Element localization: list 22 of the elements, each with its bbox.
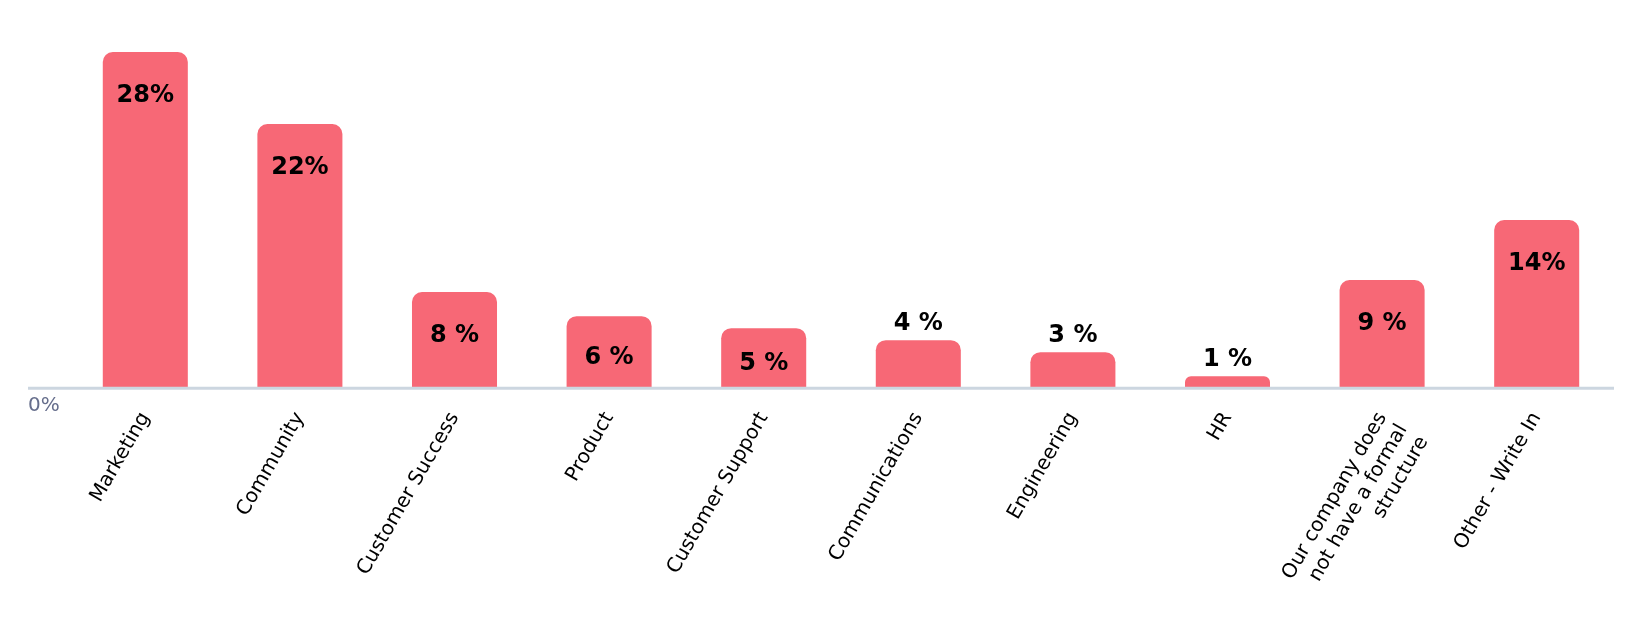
text: 0% (28, 392, 60, 417)
bar (411, 292, 498, 389)
data-label: 4 % (893, 308, 943, 337)
x-tick-label: HR (1201, 407, 1237, 445)
bar (257, 124, 343, 389)
data-label: 5 % (739, 348, 789, 377)
bar (102, 52, 188, 389)
bar (875, 340, 961, 389)
bar (566, 316, 652, 389)
bar (1030, 352, 1116, 389)
bar (1339, 280, 1425, 389)
data-label: 14% (1507, 248, 1566, 277)
data-label: 3 % (1048, 320, 1098, 349)
data-label: 8 % (429, 320, 480, 349)
data-label: 9 % (1357, 308, 1407, 337)
data-label: 1 % (1202, 344, 1253, 373)
data-label: 22% (271, 152, 329, 181)
data-label: 6 % (584, 342, 634, 371)
bar (1494, 220, 1580, 389)
bar (721, 328, 807, 389)
bar (1184, 376, 1271, 389)
data-label: 28% (116, 80, 175, 109)
